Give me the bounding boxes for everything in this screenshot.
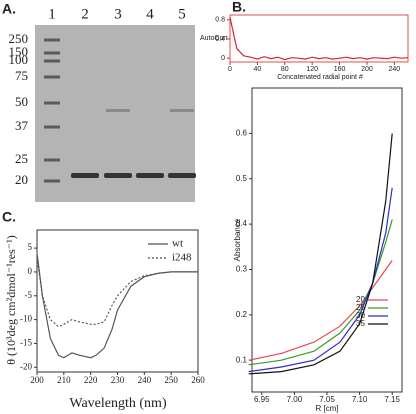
data-line (36, 252, 198, 359)
panel-label: C. (2, 209, 16, 225)
y-tick-label: 0.6 (236, 128, 248, 137)
marker-label: 20 (15, 172, 28, 187)
x-tick-label: 120 (306, 66, 318, 73)
x-tick-label: 240 (138, 375, 152, 385)
legend-label: wt (172, 238, 183, 250)
y-tick-label: 0.1 (236, 355, 248, 364)
ladder-band (44, 38, 60, 42)
x-axis-label: R [cm] (315, 404, 338, 413)
y-tick-label: 0.3 (236, 265, 248, 274)
lane-label: 3 (114, 6, 122, 22)
y-tick-label: 0 (221, 55, 225, 62)
x-tick-label: 240 (388, 66, 400, 73)
x-tick-label: 7.05 (319, 395, 335, 404)
legend-label: i248 (172, 252, 192, 264)
ladder-band (44, 158, 60, 162)
legend-label: 35 (356, 319, 365, 328)
lane-label: 2 (81, 6, 89, 22)
plot-frame (229, 14, 409, 63)
x-tick-label: 160 (334, 66, 346, 73)
y-tick-label: -10 (20, 314, 32, 324)
protein-band (104, 173, 132, 178)
x-tick-label: 230 (111, 375, 125, 385)
data-line (229, 17, 409, 61)
y-tick-label: -15 (20, 337, 32, 347)
x-tick-label: 250 (164, 375, 178, 385)
y-axis-label: AutoCorr (200, 35, 229, 42)
x-tick-label: 210 (57, 375, 71, 385)
ladder-band (44, 51, 60, 55)
protein-band (136, 173, 164, 178)
x-axis-label: Wavelength (nm) (69, 396, 167, 411)
panel-label: B. (232, 0, 246, 15)
ladder-band (44, 179, 60, 183)
y-tick-label: 0.2 (236, 310, 248, 319)
gel (35, 25, 195, 202)
legend-label: 20 (356, 295, 365, 304)
marker-label: 25 (15, 151, 28, 166)
data-line (248, 187, 393, 373)
x-axis-label: Concatenated radial point # (277, 74, 363, 81)
faint-band (106, 109, 130, 112)
marker-label: 37 (15, 118, 29, 133)
panel-label: A. (2, 1, 16, 17)
x-tick-label: 7.00 (287, 395, 303, 404)
marker-label: 150 (9, 44, 29, 59)
y-tick-label: 0.4 (215, 36, 225, 43)
y-tick-label: 0.4 (236, 219, 248, 228)
y-axis-label: Absorbance (233, 218, 242, 261)
x-tick-label: 200 (30, 375, 44, 385)
x-tick-label: 200 (361, 66, 373, 73)
protein-band (71, 173, 99, 178)
marker-label: 100 (9, 52, 29, 67)
x-tick-label: 220 (84, 375, 98, 385)
y-tick-label: 0.8 (215, 17, 225, 24)
data-line (248, 260, 393, 361)
y-tick-label: 0 (28, 266, 33, 276)
lane-label: 5 (178, 6, 186, 22)
legend-label: 25 (356, 303, 365, 312)
legend-label: 30 (356, 311, 365, 320)
ladder-band (44, 59, 60, 63)
marker-label: 250 (9, 31, 29, 46)
x-tick-label: 260 (191, 375, 205, 385)
faint-band (170, 109, 194, 112)
lane-label: 4 (146, 6, 154, 22)
ladder-band (44, 101, 60, 105)
x-tick-label: 0 (228, 66, 232, 73)
y-axis-label: θ (10³deg cm²dmol⁻¹res⁻¹) (4, 235, 18, 364)
lane-label: 1 (48, 6, 56, 22)
data-line (248, 219, 393, 366)
x-tick-label: 80 (281, 66, 289, 73)
y-tick-label: -20 (20, 361, 32, 371)
x-tick-label: 7.15 (384, 395, 400, 404)
data-line (36, 257, 198, 328)
marker-label: 75 (15, 68, 28, 83)
data-line (248, 133, 393, 375)
protein-band (168, 173, 196, 178)
y-tick-label: -5 (25, 290, 33, 300)
x-tick-label: 40 (253, 66, 261, 73)
y-tick-label: 5 (28, 242, 33, 252)
y-tick-label: 0.5 (236, 174, 248, 183)
x-tick-label: 6.95 (254, 395, 270, 404)
x-tick-label: 7.10 (352, 395, 368, 404)
marker-label: 50 (15, 94, 28, 109)
ladder-band (44, 125, 60, 129)
ladder-band (44, 75, 60, 79)
